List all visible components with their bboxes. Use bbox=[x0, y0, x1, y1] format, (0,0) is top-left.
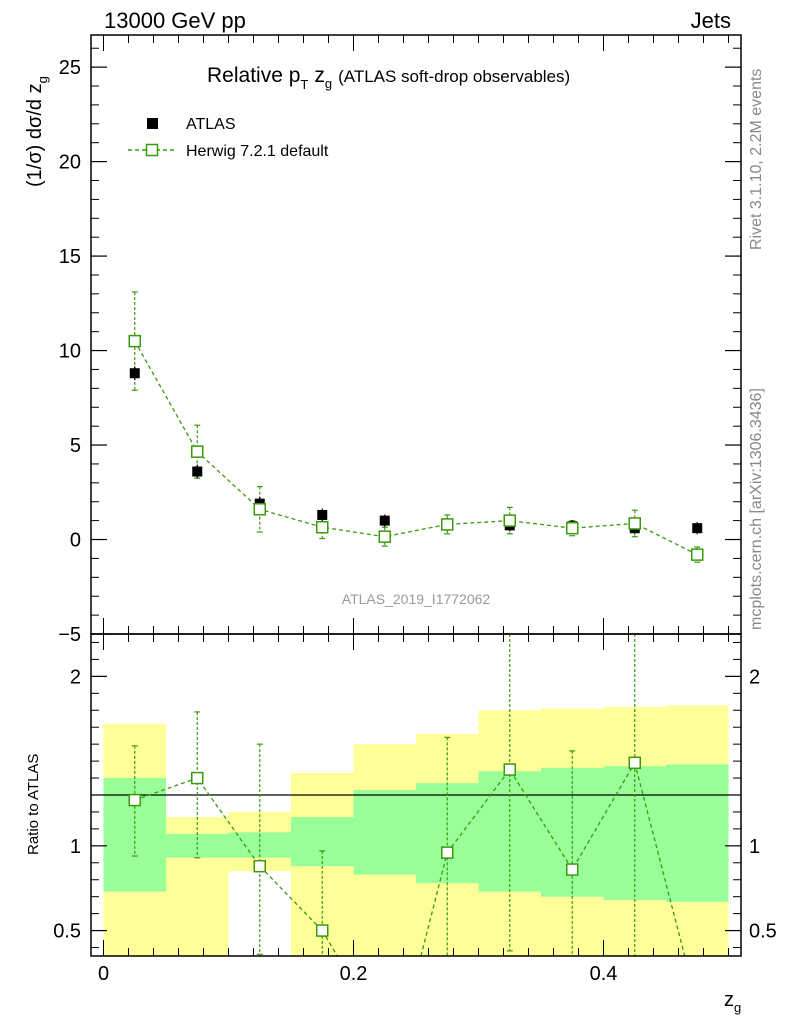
main-axis-ticks: −5 0 5 10 15 20 25 bbox=[58, 35, 741, 646]
chart-title: Relative pT zg (ATLAS soft-drop observable… bbox=[207, 64, 570, 92]
ratio-tick-label-right: 2 bbox=[749, 666, 760, 688]
mc-point bbox=[503, 514, 516, 527]
ratio-point bbox=[128, 793, 141, 807]
mcplots-label: mcplots.cern.ch [arXiv:1306.3436] bbox=[748, 388, 765, 630]
y-tick-label: 0 bbox=[70, 530, 81, 552]
data-point bbox=[192, 466, 203, 477]
data-point bbox=[379, 515, 390, 526]
ratio-point bbox=[441, 846, 454, 859]
mc-point bbox=[378, 530, 391, 543]
ratio-tick-label-right: 0.5 bbox=[749, 921, 777, 943]
ratio-point bbox=[628, 756, 641, 770]
legend-mc-marker bbox=[145, 143, 159, 157]
x-axis-label: zg bbox=[724, 989, 741, 1015]
y-axis-label: (1/σ) dσ/d zg bbox=[24, 76, 50, 187]
ratio-tick-label-right: 1 bbox=[749, 836, 760, 858]
data-point bbox=[129, 368, 140, 379]
ratio-inner-band bbox=[603, 766, 666, 901]
ratio-point bbox=[191, 771, 204, 785]
mc-point bbox=[566, 521, 579, 535]
x-tick-label: 0 bbox=[98, 963, 109, 985]
analysis-label: ATLAS_2019_I1772062 bbox=[342, 591, 491, 607]
ratio-panel bbox=[91, 634, 741, 957]
chart-title-subscript-t: T bbox=[300, 77, 308, 92]
chart-title-z: z bbox=[314, 64, 325, 87]
chart-title-rest: (ATLAS soft-drop observables) bbox=[338, 67, 570, 86]
ratio-mc-line-offscale bbox=[634, 762, 686, 957]
mc-point bbox=[691, 548, 704, 561]
chart-title-main: Relative p bbox=[207, 64, 300, 87]
ratio-mc-line-offscale bbox=[321, 930, 338, 957]
mc-series-line bbox=[134, 340, 698, 556]
mc-point bbox=[441, 518, 454, 531]
x-axis-label-main: z bbox=[724, 989, 734, 1011]
legend-data-marker bbox=[147, 118, 158, 129]
ratio-tick-label-left: 0.5 bbox=[53, 921, 81, 943]
rivet-version-label: Rivet 3.1.10, 2.2M events bbox=[748, 69, 765, 250]
x-axis-label-subscript: g bbox=[734, 1000, 741, 1015]
data-point bbox=[317, 509, 328, 520]
ratio-mc-line bbox=[134, 777, 323, 932]
mc-point bbox=[128, 334, 141, 348]
ratio-marks bbox=[128, 634, 686, 957]
main-marks bbox=[128, 291, 704, 563]
ratio-point bbox=[316, 924, 329, 937]
y-tick-label: 25 bbox=[59, 57, 81, 79]
y-tick-label: −5 bbox=[58, 624, 81, 646]
ratio-y-axis-label: Ratio to ATLAS bbox=[25, 754, 42, 855]
mc-point bbox=[316, 520, 329, 534]
y-tick-label: 15 bbox=[59, 246, 81, 268]
ratio-mc-line bbox=[446, 762, 636, 871]
x-tick-label: 0.2 bbox=[340, 963, 368, 985]
header-energy-label: 13000 GeV pp bbox=[104, 8, 246, 33]
ratio-inner-band bbox=[353, 789, 416, 875]
mc-point bbox=[628, 517, 641, 530]
mc-point bbox=[253, 503, 266, 516]
ratio-tick-label-left: 2 bbox=[70, 666, 81, 688]
legend-mc-label: Herwig 7.2.1 default bbox=[186, 143, 329, 160]
legend: ATLAS Herwig 7.2.1 default bbox=[128, 116, 329, 160]
y-tick-label: 10 bbox=[59, 341, 81, 363]
x-tick-label: 0.4 bbox=[590, 963, 618, 985]
mc-point bbox=[191, 445, 204, 458]
ratio-inner-band bbox=[666, 764, 729, 902]
ratio-point bbox=[253, 859, 266, 873]
y-axis-label-subscript: g bbox=[35, 76, 50, 83]
legend-data-label: ATLAS bbox=[186, 116, 236, 133]
y-tick-label: 5 bbox=[70, 435, 81, 457]
ratio-tick-label-left: 1 bbox=[70, 836, 81, 858]
ratio-point bbox=[503, 763, 516, 776]
ratio-axis-ticks: 0.5 0.5 1 1 2 2 0 0.2 0.4 bbox=[53, 634, 777, 985]
chart-title-subscript-g: g bbox=[325, 76, 332, 91]
ratio-inner-band bbox=[166, 833, 229, 858]
ratio-bands bbox=[103, 705, 729, 956]
data-point bbox=[692, 523, 703, 534]
ratio-point bbox=[566, 863, 579, 876]
header-jets-label: Jets bbox=[691, 8, 731, 33]
y-axis-label-main: (1/σ) dσ/d z bbox=[24, 83, 46, 187]
main-panel bbox=[128, 291, 704, 563]
y-tick-label: 20 bbox=[59, 152, 81, 174]
ratio-mc-line-offscale bbox=[420, 852, 448, 957]
